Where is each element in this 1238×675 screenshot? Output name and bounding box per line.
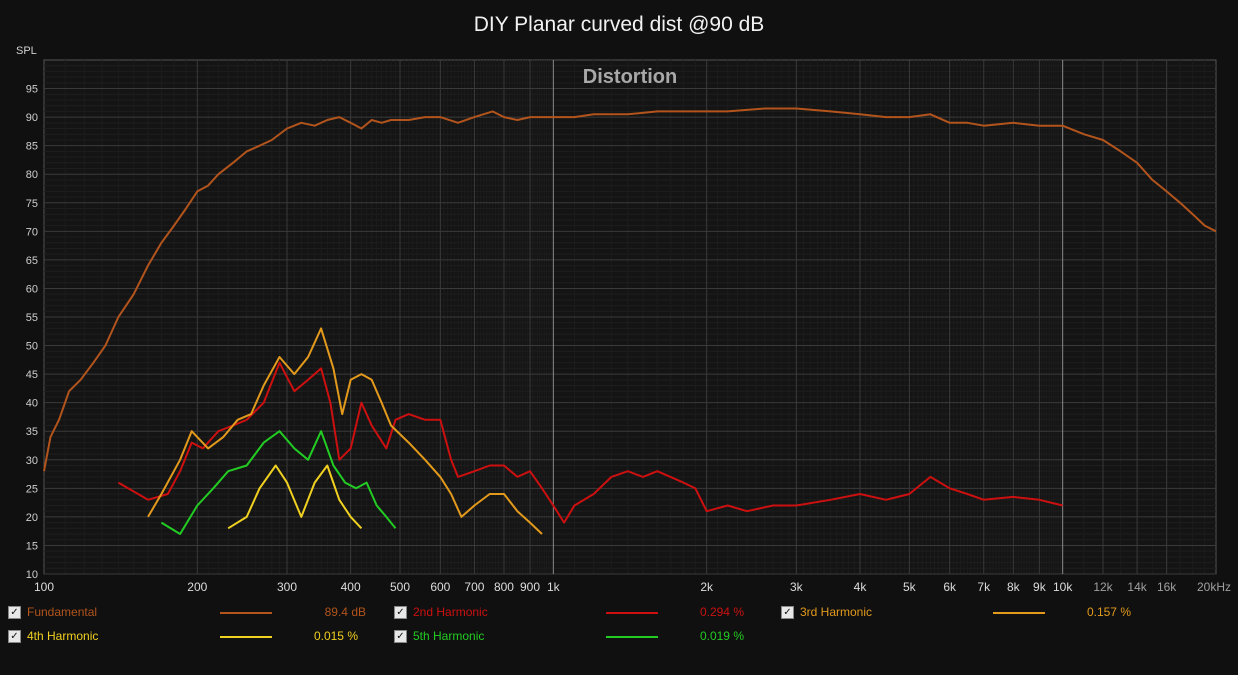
x-tick-label: 14k <box>1127 580 1147 594</box>
legend-value: 0.015 % <box>313 629 358 643</box>
y-tick-label: 55 <box>26 312 38 324</box>
checkbox-checked-icon[interactable]: ✓ <box>8 630 21 643</box>
legend-label: 5th Harmonic <box>413 629 485 643</box>
chart-subtitle: Distortion <box>583 66 677 88</box>
x-tick-label: 6k <box>943 580 957 594</box>
y-tick-label: 45 <box>26 369 38 381</box>
distortion-chart: DIY Planar curved dist @90 dB SPL 10 15 20… <box>16 13 1232 594</box>
x-tick-label: 2k <box>700 580 714 594</box>
legend-swatch <box>220 636 272 638</box>
legend-swatch <box>606 612 658 614</box>
y-tick-label: 80 <box>26 169 38 181</box>
y-tick-label: 60 <box>26 283 38 295</box>
y-tick-label: 40 <box>26 398 38 410</box>
y-tick-label: 10 <box>26 569 38 581</box>
checkbox-checked-icon[interactable]: ✓ <box>781 606 794 619</box>
y-tick-label: 30 <box>26 455 38 467</box>
x-tick-label: 12k <box>1093 580 1113 594</box>
x-tick-label: 8k <box>1007 580 1021 594</box>
x-tick-label: 600 <box>430 580 450 594</box>
legend-swatch <box>220 612 272 614</box>
x-tick-label: 900 <box>520 580 540 594</box>
series-line-4th-harmonic <box>227 464 363 530</box>
legend-label: Fundamental <box>27 605 98 619</box>
legend-value: 0.294 % <box>699 605 744 619</box>
y-tick-label: 95 <box>26 84 38 96</box>
y-tick-label: 15 <box>26 540 38 552</box>
x-tick-label: 9k <box>1033 580 1047 594</box>
x-tick-label: 3k <box>790 580 804 594</box>
series-line-5th-harmonic <box>160 430 397 535</box>
x-tick-label: 800 <box>494 580 514 594</box>
y-tick-label: 35 <box>26 426 38 438</box>
y-tick-label: 50 <box>26 341 38 353</box>
x-tick-label: 300 <box>277 580 297 594</box>
x-tick-label: 16k <box>1157 580 1177 594</box>
y-tick-label: 20 <box>26 512 38 524</box>
x-tick-label: 5k <box>903 580 917 594</box>
series-line-3rd-harmonic <box>147 327 543 535</box>
x-tick-label: 1k <box>547 580 561 594</box>
x-tick-label: 7k <box>977 580 991 594</box>
legend-value: 0.019 % <box>699 629 744 643</box>
x-tick-label: 500 <box>390 580 410 594</box>
x-tick-label: 400 <box>341 580 361 594</box>
y-tick-label: 90 <box>26 112 38 124</box>
x-tick-label: 700 <box>464 580 484 594</box>
y-tick-label: 75 <box>26 198 38 210</box>
x-tick-label: 100 <box>34 580 54 594</box>
legend-value: 0.157 % <box>1086 605 1131 619</box>
x-tick-label: 10k <box>1053 580 1073 594</box>
legend: ✓ Fundamental 89.4 dB ✓ 2nd Harmonic 0.2… <box>0 600 1238 675</box>
checkbox-checked-icon[interactable]: ✓ <box>394 606 407 619</box>
legend-label: 4th Harmonic <box>27 629 99 643</box>
y-tick-label: 85 <box>26 141 38 153</box>
tick-layer: 10 15 20 25 30 35 40 45 50 55 60 65 70 75 80 85 90 95 100 2… <box>26 84 1231 594</box>
legend-swatch <box>993 612 1045 614</box>
x-tick-label: 4k <box>854 580 868 594</box>
checkbox-checked-icon[interactable]: ✓ <box>8 606 21 619</box>
legend-value: 89.4 dB <box>324 605 366 619</box>
series-layer <box>43 107 1217 535</box>
x-tick-label: 20kHz <box>1197 580 1231 594</box>
checkbox-checked-icon[interactable]: ✓ <box>394 630 407 643</box>
series-line-fundamental <box>43 107 1217 472</box>
y-tick-label: 65 <box>26 255 38 267</box>
chart-title: DIY Planar curved dist @90 dB <box>474 13 765 36</box>
y-tick-label: 25 <box>26 483 38 495</box>
y-axis-label: SPL <box>16 45 37 57</box>
x-tick-label: 200 <box>187 580 207 594</box>
legend-swatch <box>606 636 658 638</box>
y-tick-label: 70 <box>26 226 38 238</box>
series-line-2nd-harmonic <box>117 361 1063 524</box>
grid-layer <box>44 60 1216 575</box>
legend-label: 2nd Harmonic <box>413 605 488 619</box>
legend-label: 3rd Harmonic <box>800 605 873 619</box>
